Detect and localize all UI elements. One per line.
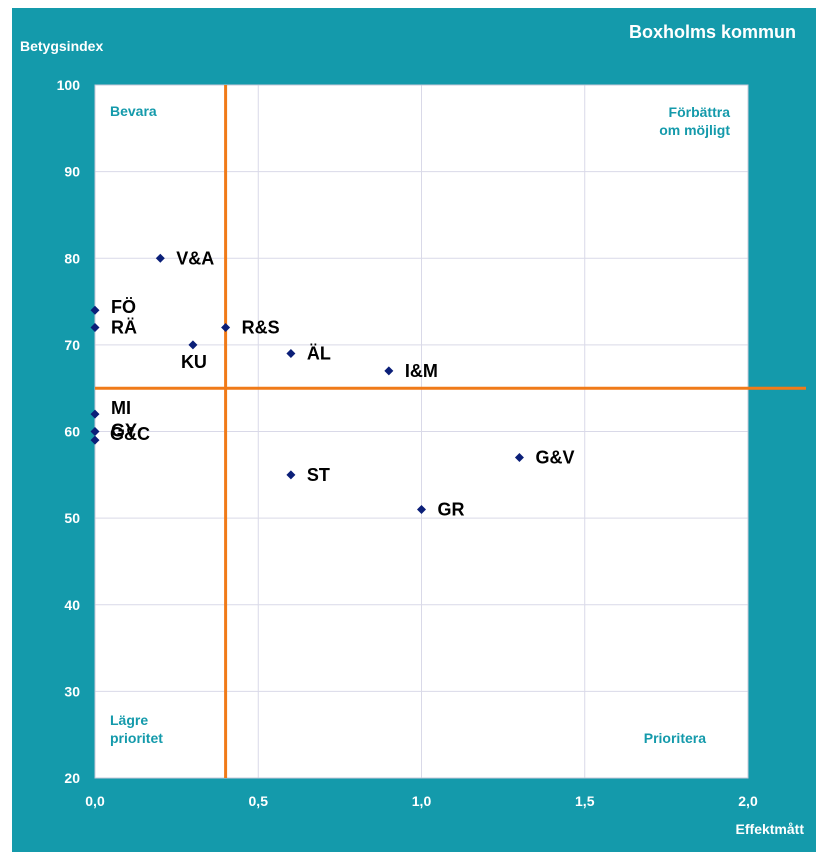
data-point-label: MI [111, 398, 131, 418]
scatter-plot: 20 30 40 50 60 70 80 90 100 0,0 0,5 1,0 1,5 2,0 Bevar… [57, 77, 806, 809]
quadrant-label-lagre: Lägre [110, 712, 148, 728]
y-tick-label: 60 [64, 424, 80, 440]
x-tick-label: 0,5 [249, 793, 269, 809]
data-point-marker [384, 366, 394, 376]
data-point-label: V&A [176, 248, 214, 268]
quadrant-labels: Bevara Förbättra om möjligt Lägre priori… [110, 103, 730, 746]
data-point-marker [90, 323, 100, 333]
data-point-label: ST [307, 465, 330, 485]
data-point-label: RÄ [111, 318, 137, 338]
data-point-label: G&V [535, 447, 574, 467]
quadrant-label-bevara: Bevara [110, 103, 157, 119]
data-point-label: R&S [242, 318, 280, 338]
quadrant-label-om-mojligt: om möjligt [659, 122, 730, 138]
data-point-marker [221, 323, 231, 333]
data-point-label: GY [111, 421, 137, 441]
x-tick-label: 1,5 [575, 793, 595, 809]
y-tick-label: 50 [64, 510, 80, 526]
data-point-label: ÄL [307, 344, 331, 364]
data-point-label: FÖ [111, 297, 136, 317]
quadrant-label-prioritera: Prioritera [644, 730, 706, 746]
data-point-marker [90, 409, 100, 419]
quadrant-label-forbattra: Förbättra [669, 104, 731, 120]
y-axis-title: Betygsindex [20, 38, 104, 54]
data-point-marker [514, 452, 524, 462]
y-tick-label: 30 [64, 683, 80, 699]
x-axis-title: Effektmått [735, 821, 804, 837]
data-point-marker [417, 504, 426, 514]
y-tick-label: 20 [64, 770, 80, 786]
x-tick-label: 2,0 [738, 793, 758, 809]
y-tick-label: 70 [64, 337, 80, 353]
x-tick-label: 1,0 [412, 793, 432, 809]
chart-title: Boxholms kommun [628, 22, 796, 42]
data-point-label: GR [438, 499, 465, 519]
data-point-marker [90, 435, 100, 445]
data-point-label: I&M [405, 361, 438, 381]
threshold-lines [95, 85, 806, 778]
axis-tick-labels: 20 30 40 50 60 70 80 90 100 0,0 0,5 1,0 1,5 2,0 [57, 77, 758, 809]
data-point-label: G&C [110, 424, 150, 444]
data-point-marker [90, 427, 100, 436]
chart-panel: Boxholms kommun Betygsindex Effektmått 2… [12, 8, 816, 852]
y-tick-label: 90 [64, 164, 80, 180]
data-point-marker [155, 253, 165, 263]
data-point-marker [286, 349, 296, 359]
data-point-label: KU [181, 352, 207, 372]
data-point-marker [90, 305, 100, 315]
y-tick-label: 100 [57, 77, 81, 93]
quadrant-label-prioritet: prioritet [110, 730, 163, 746]
y-tick-label: 40 [64, 597, 80, 613]
x-tick-label: 0,0 [85, 793, 105, 809]
data-point-marker [286, 470, 296, 480]
y-tick-label: 80 [64, 250, 80, 266]
data-point-marker [188, 340, 198, 350]
